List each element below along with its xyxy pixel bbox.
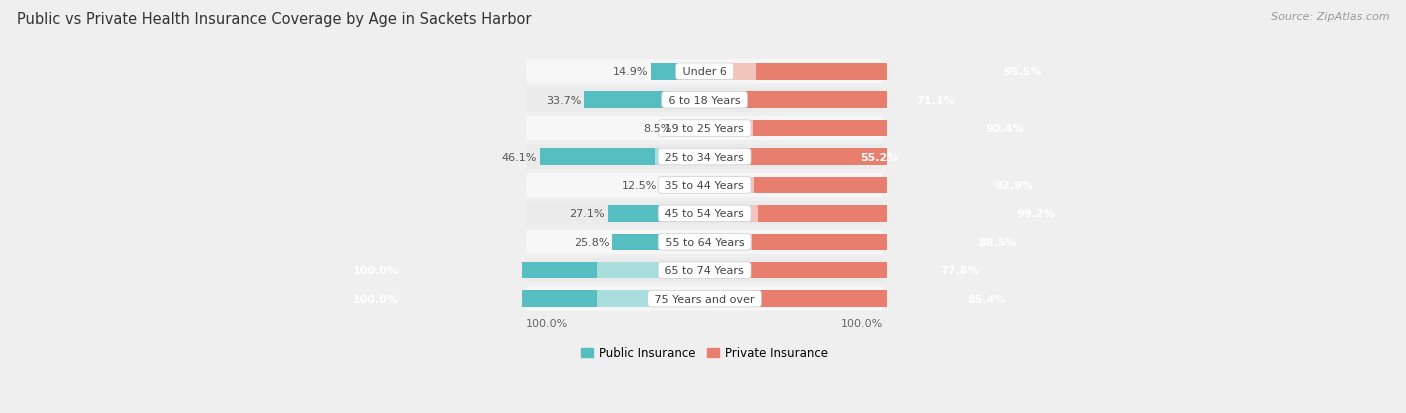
- Bar: [585, 92, 668, 109]
- Bar: [347, 262, 598, 279]
- Text: 77.8%: 77.8%: [941, 266, 979, 275]
- Text: 14.9%: 14.9%: [613, 67, 648, 77]
- Bar: [540, 149, 655, 165]
- Bar: [755, 177, 1036, 194]
- Bar: [754, 121, 1028, 137]
- FancyBboxPatch shape: [526, 145, 883, 169]
- Bar: [742, 92, 959, 109]
- Bar: [676, 234, 704, 250]
- Bar: [607, 206, 675, 222]
- Text: 25 to 34 Years: 25 to 34 Years: [661, 152, 748, 162]
- Bar: [696, 121, 704, 137]
- Bar: [704, 149, 734, 165]
- Text: 100.0%: 100.0%: [353, 294, 399, 304]
- Text: 35 to 44 Years: 35 to 44 Years: [661, 180, 748, 190]
- Text: Public vs Private Health Insurance Coverage by Age in Sackets Harbor: Public vs Private Health Insurance Cover…: [17, 12, 531, 27]
- Text: Source: ZipAtlas.com: Source: ZipAtlas.com: [1271, 12, 1389, 22]
- Legend: Public Insurance, Private Insurance: Public Insurance, Private Insurance: [576, 342, 832, 364]
- Bar: [347, 291, 598, 307]
- Bar: [751, 291, 1010, 307]
- Text: 12.5%: 12.5%: [621, 180, 657, 190]
- FancyBboxPatch shape: [526, 230, 883, 254]
- Bar: [734, 149, 901, 165]
- Bar: [758, 206, 1059, 222]
- Text: 55.2%: 55.2%: [860, 152, 898, 162]
- Text: 45 to 54 Years: 45 to 54 Years: [661, 209, 748, 219]
- FancyBboxPatch shape: [526, 88, 883, 112]
- FancyBboxPatch shape: [526, 60, 883, 84]
- Bar: [651, 64, 689, 80]
- Bar: [689, 64, 704, 80]
- FancyBboxPatch shape: [526, 202, 883, 226]
- Bar: [675, 121, 696, 137]
- FancyBboxPatch shape: [526, 259, 883, 282]
- Text: 46.1%: 46.1%: [502, 152, 537, 162]
- FancyBboxPatch shape: [526, 173, 883, 197]
- Text: 65 to 74 Years: 65 to 74 Years: [661, 266, 748, 275]
- Text: 75 Years and over: 75 Years and over: [651, 294, 758, 304]
- Bar: [704, 121, 754, 137]
- Text: 19 to 25 Years: 19 to 25 Years: [661, 124, 748, 134]
- Bar: [675, 206, 704, 222]
- Bar: [704, 64, 756, 80]
- Bar: [704, 262, 747, 279]
- Text: 8.5%: 8.5%: [643, 124, 672, 134]
- Bar: [704, 177, 755, 194]
- Text: 33.7%: 33.7%: [546, 95, 581, 105]
- Text: Under 6: Under 6: [679, 67, 730, 77]
- Text: 95.5%: 95.5%: [1004, 67, 1042, 77]
- Text: 100.0%: 100.0%: [526, 318, 568, 328]
- Bar: [704, 92, 742, 109]
- Bar: [704, 234, 752, 250]
- Text: 25.8%: 25.8%: [574, 237, 610, 247]
- Bar: [704, 206, 758, 222]
- Text: 90.4%: 90.4%: [986, 124, 1024, 134]
- Bar: [655, 149, 704, 165]
- Bar: [659, 177, 692, 194]
- Text: 27.1%: 27.1%: [569, 209, 605, 219]
- Bar: [668, 92, 704, 109]
- Text: 71.1%: 71.1%: [917, 95, 955, 105]
- Bar: [704, 291, 751, 307]
- FancyBboxPatch shape: [526, 117, 883, 141]
- Bar: [747, 262, 983, 279]
- FancyBboxPatch shape: [526, 287, 883, 311]
- Bar: [598, 262, 704, 279]
- Text: 85.4%: 85.4%: [967, 294, 1007, 304]
- Bar: [613, 234, 676, 250]
- Bar: [692, 177, 704, 194]
- Text: 100.0%: 100.0%: [353, 266, 399, 275]
- Text: 55 to 64 Years: 55 to 64 Years: [662, 237, 748, 247]
- Bar: [756, 64, 1046, 80]
- Text: 100.0%: 100.0%: [841, 318, 883, 328]
- Text: 92.9%: 92.9%: [994, 180, 1033, 190]
- Bar: [598, 291, 704, 307]
- Text: 6 to 18 Years: 6 to 18 Years: [665, 95, 744, 105]
- Text: 88.5%: 88.5%: [979, 237, 1017, 247]
- Bar: [752, 234, 1021, 250]
- Text: 99.2%: 99.2%: [1017, 209, 1056, 219]
